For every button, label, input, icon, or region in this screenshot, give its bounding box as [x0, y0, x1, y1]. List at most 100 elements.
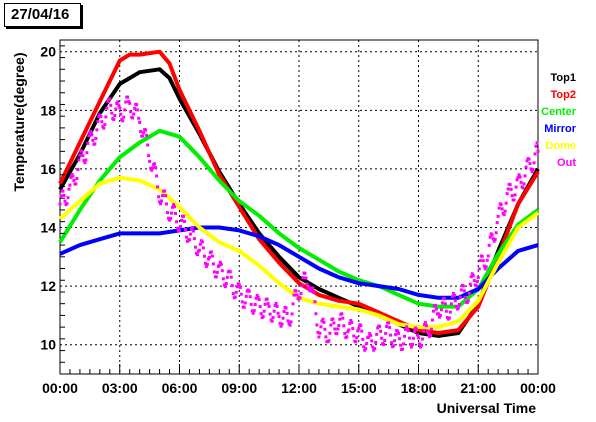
point-out	[383, 339, 387, 343]
point-out	[415, 327, 419, 331]
point-out	[443, 302, 447, 306]
point-out	[440, 301, 444, 305]
point-out	[472, 279, 476, 283]
point-out	[439, 308, 443, 312]
point-out	[203, 261, 207, 265]
point-out	[327, 339, 331, 343]
point-out	[525, 159, 529, 163]
point-out	[469, 275, 473, 279]
point-out	[110, 111, 114, 115]
point-out	[319, 325, 323, 329]
point-out	[155, 174, 159, 178]
point-out	[364, 347, 368, 351]
point-out	[223, 285, 227, 289]
point-out	[74, 182, 78, 186]
point-out	[372, 348, 376, 352]
point-out	[321, 317, 325, 321]
point-out	[480, 254, 484, 258]
point-out	[144, 128, 148, 132]
point-out	[290, 312, 294, 316]
point-out	[476, 276, 480, 280]
point-out	[292, 293, 296, 297]
point-out	[518, 175, 522, 179]
point-out	[99, 115, 103, 119]
point-out	[72, 179, 76, 183]
point-out	[274, 301, 278, 305]
point-out	[90, 133, 94, 137]
point-out	[193, 245, 197, 249]
point-out	[277, 315, 281, 319]
point-out	[401, 347, 405, 351]
point-out	[492, 239, 496, 243]
point-out	[286, 319, 290, 323]
point-out	[183, 227, 187, 231]
point-out	[417, 342, 421, 346]
point-out	[255, 293, 259, 297]
point-out	[299, 291, 303, 295]
point-out	[536, 149, 540, 153]
point-out	[135, 103, 139, 107]
point-out	[94, 136, 98, 140]
point-out	[257, 298, 261, 302]
point-out	[108, 97, 112, 101]
point-out	[173, 205, 177, 209]
point-out	[178, 224, 182, 228]
point-out	[89, 130, 93, 134]
point-out	[320, 319, 324, 323]
point-out	[500, 207, 504, 211]
point-out	[533, 152, 537, 156]
point-out	[496, 214, 500, 218]
point-out	[384, 331, 388, 335]
point-out	[522, 182, 526, 186]
point-out	[403, 334, 407, 338]
point-out	[523, 174, 527, 178]
point-out	[419, 343, 423, 347]
axes: 00:00 03:00 06:00 09:00 12:00 15:00 18:00 21:00…	[40, 44, 556, 396]
point-out	[388, 325, 392, 329]
point-out	[474, 284, 478, 288]
point-out	[126, 95, 130, 99]
point-out	[265, 297, 269, 301]
point-out	[109, 103, 113, 107]
point-out	[131, 116, 135, 120]
point-out	[380, 336, 384, 340]
point-out	[204, 264, 208, 268]
point-out	[81, 154, 85, 158]
point-out	[402, 342, 406, 346]
legend-entry-dome: Dome	[545, 140, 576, 152]
point-out	[368, 332, 372, 336]
point-out	[287, 322, 291, 326]
point-out	[452, 293, 456, 297]
point-out	[167, 216, 171, 220]
point-out	[285, 311, 289, 315]
point-out	[459, 288, 463, 292]
point-out	[116, 100, 120, 104]
point-out	[238, 285, 242, 289]
point-out	[190, 226, 194, 230]
point-out	[225, 275, 229, 279]
point-out	[175, 220, 179, 224]
point-out	[361, 337, 365, 341]
point-out	[239, 292, 243, 296]
point-out	[531, 168, 535, 172]
point-out	[426, 331, 430, 335]
point-out	[367, 335, 371, 339]
point-out	[348, 322, 352, 326]
point-out	[271, 316, 275, 320]
point-out	[505, 192, 509, 196]
point-out	[365, 341, 369, 345]
point-out	[70, 172, 74, 176]
point-out	[66, 196, 70, 200]
point-out	[201, 246, 205, 250]
point-out	[430, 318, 434, 322]
point-out	[527, 157, 531, 161]
point-out	[487, 243, 491, 247]
point-out	[96, 119, 100, 123]
point-out	[406, 327, 410, 331]
point-out	[418, 345, 422, 349]
legend-entry-top2: Top2	[551, 89, 576, 101]
legend-entry-top1: Top1	[551, 72, 576, 84]
point-out	[300, 284, 304, 288]
point-out	[220, 269, 224, 273]
x-tick-label: 12:00	[281, 380, 317, 396]
